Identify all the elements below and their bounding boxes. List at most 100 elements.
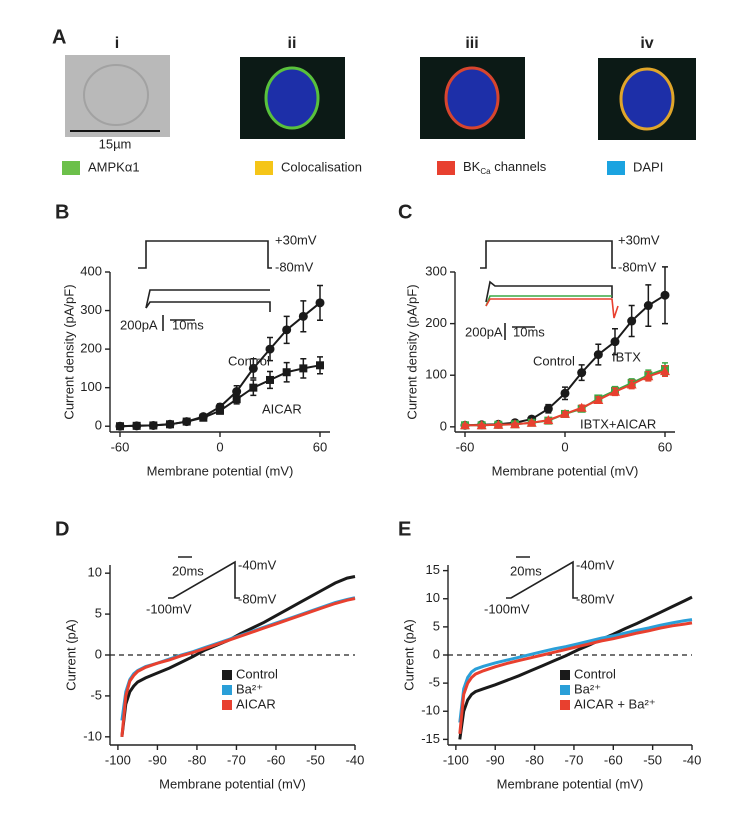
marker [660, 290, 670, 300]
y-axis-label: Current (pA) [63, 619, 78, 691]
marker [298, 311, 308, 321]
y-tick-label: -5 [90, 687, 102, 702]
y-tick-label: 0 [433, 646, 440, 661]
brightfield-image [65, 55, 170, 137]
series-line [458, 621, 693, 734]
marker [316, 361, 324, 370]
marker [660, 366, 670, 376]
marker [266, 375, 274, 384]
series-label: Control [228, 353, 270, 368]
trace [145, 301, 271, 312]
marker [282, 368, 291, 377]
marker [560, 408, 570, 418]
series-label: Control [533, 353, 575, 368]
inset-label: 20ms [172, 563, 204, 578]
x-tick-label: 0 [561, 439, 568, 454]
x-tick-label: -80 [188, 752, 207, 767]
x-tick-label: -60 [111, 439, 130, 454]
image-label: iv [640, 35, 653, 52]
marker [610, 337, 620, 347]
x-tick-label: -80 [525, 752, 544, 767]
inset-label: +30mV [618, 232, 660, 247]
legend-swatch [222, 700, 232, 710]
series-label: AICAR [262, 401, 302, 416]
x-tick-label: -70 [565, 752, 584, 767]
y-tick-label: 200 [80, 341, 102, 356]
marker [216, 406, 224, 415]
marker [643, 371, 654, 381]
y-tick-label: 15 [426, 562, 440, 577]
marker [265, 344, 275, 354]
marker [149, 421, 158, 430]
cell-outline [83, 64, 149, 126]
marker [593, 395, 604, 404]
panel-label: E [398, 518, 411, 540]
marker [493, 419, 504, 429]
y-tick-label: 300 [80, 302, 102, 317]
x-axis-label: Membrane potential (mV) [147, 463, 294, 478]
panel-label: B [55, 201, 69, 223]
legend-swatch [560, 700, 570, 710]
marker [510, 419, 520, 429]
series-line [120, 597, 356, 737]
y-tick-label: 0 [440, 418, 447, 433]
marker [315, 298, 325, 308]
y-axis-label: Current density (pA/pF) [61, 284, 76, 419]
inset-label: -80mV [576, 591, 615, 606]
label-part: channels [491, 159, 547, 174]
x-tick-label: -70 [227, 752, 246, 767]
marker [593, 350, 603, 360]
y-tick-label: 5 [433, 618, 440, 633]
legend-label: AICAR + Ba²⁺ [574, 696, 656, 711]
legend-swatch [222, 670, 232, 680]
x-tick-label: -50 [643, 752, 662, 767]
x-tick-label: 60 [313, 439, 327, 454]
label-part: BK [463, 159, 481, 174]
marker [282, 325, 292, 335]
marker [610, 386, 620, 396]
x-tick-label: -50 [306, 752, 325, 767]
x-tick-label: -40 [683, 752, 702, 767]
x-tick-label: 60 [658, 439, 672, 454]
y-tick-label: 5 [95, 606, 102, 621]
legend-label: AICAR [236, 696, 276, 711]
marker [460, 420, 470, 430]
inset-label: 10ms [172, 317, 204, 332]
legend-swatch [560, 670, 570, 680]
marker [232, 395, 241, 404]
y-tick-label: -10 [421, 703, 440, 718]
x-tick-label: -90 [486, 752, 505, 767]
cell [619, 67, 675, 131]
marker [543, 404, 553, 414]
x-tick-label: -60 [604, 752, 623, 767]
y-tick-label: -10 [83, 728, 102, 743]
x-axis-label: Membrane potential (mV) [497, 776, 644, 791]
legend-swatch [222, 685, 232, 695]
scale-label: 15µm [99, 136, 132, 151]
marker [577, 368, 587, 378]
voltage-protocol [138, 240, 272, 269]
inset-label: -40mV [576, 557, 615, 572]
inset-label: 200pA [465, 324, 503, 339]
legend-label: Control [236, 666, 278, 681]
scale-bars [504, 323, 535, 340]
y-tick-label: 10 [88, 565, 102, 580]
ramp-protocol [506, 556, 578, 599]
legend-swatch [437, 161, 455, 175]
inset-label: +30mV [275, 232, 317, 247]
trace [145, 289, 270, 309]
inset-label: -100mV [484, 601, 530, 616]
series-label: IBTX+AICAR [580, 416, 656, 431]
panel-label: C [398, 201, 412, 223]
voltage-protocol [480, 240, 616, 269]
x-axis-label: Membrane potential (mV) [492, 463, 639, 478]
marker [627, 316, 637, 326]
image-label: i [115, 35, 119, 52]
x-tick-label: -100 [105, 752, 131, 767]
marker [543, 415, 554, 425]
legend-label: Colocalisation [281, 159, 362, 174]
legend-swatch [255, 161, 273, 175]
trace [485, 280, 613, 303]
x-tick-label: -90 [148, 752, 167, 767]
